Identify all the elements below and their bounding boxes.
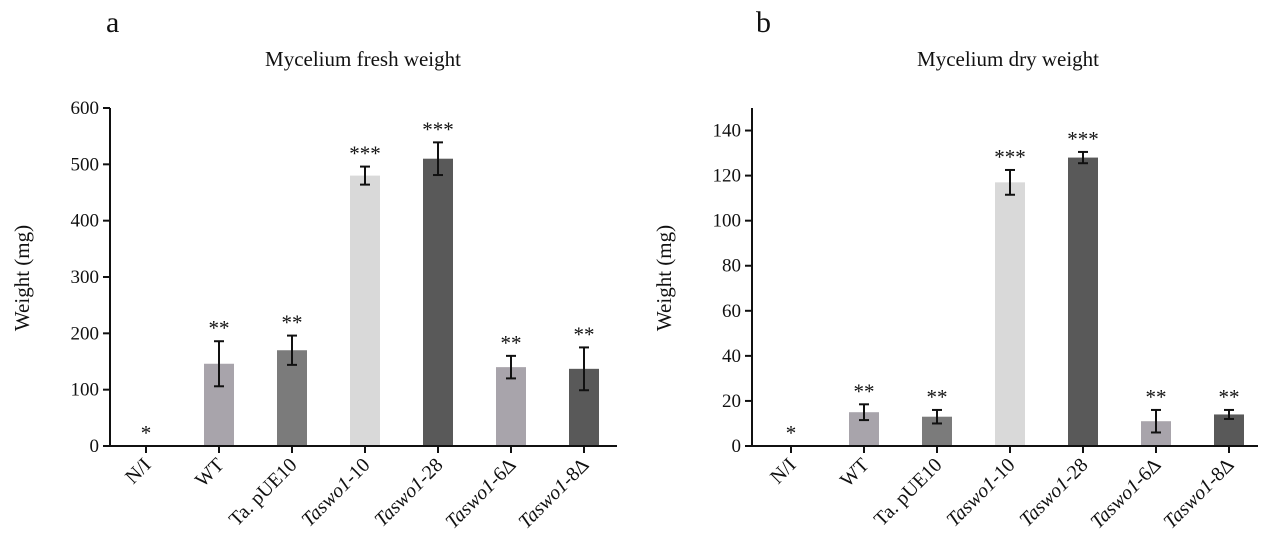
panel-a-title: Mycelium fresh weight (265, 47, 461, 71)
panel-b-y-tick-label: 80 (722, 256, 741, 277)
panel-b-y-axis-label: Weight (mg) (652, 225, 676, 331)
panel-b-category-label: Taswo1-10 (942, 454, 1019, 531)
panel-a-y-tick-label: 400 (71, 211, 100, 232)
panel-a: a Mycelium fresh weight Weight (mg) 0 100… (10, 6, 617, 533)
panel-b-category-label: Taswo1-8Δ (1159, 454, 1238, 533)
panel-a-category-label: Taswo1-10 (297, 454, 374, 531)
panel-b-category-label-part: Taswo1 (942, 473, 1000, 531)
panel-a-y-ticks: 0 100 200 300 400 500 600 (71, 98, 111, 457)
panel-a-category-label-part: Taswo1 (370, 473, 428, 531)
panel-b-y-tick-label: 120 (713, 166, 742, 187)
panel-b-category-label-part: Taswo1 (1015, 473, 1073, 531)
panel-a-significance-mark: ** (501, 331, 522, 355)
panel-a-y-tick-label: 0 (90, 436, 100, 457)
panel-a-category-label-part: N/I (121, 454, 155, 488)
panel-b-category-label-part: N/I (766, 454, 800, 488)
panel-a-y-axis-label: Weight (mg) (10, 225, 34, 331)
panel-a-category-label-part: Ta. pUE10 (225, 454, 302, 531)
panel-b-category-label: Taswo1-6Δ (1086, 454, 1165, 533)
panel-a-y-tick-label: 200 (71, 323, 100, 344)
panel-b-bars (791, 158, 1244, 453)
panel-a-significance-mark: ** (209, 316, 230, 340)
panel-a-significance-mark: *** (422, 117, 454, 141)
panel-a-bar (423, 159, 453, 446)
panel-b-significance-mark: * (786, 421, 797, 445)
panel-b-category-label: Ta. pUE10 (870, 454, 947, 531)
panel-b-category-label: Taswo1-28 (1015, 454, 1092, 531)
panel-b-category-label: N/I (766, 454, 800, 488)
panel-a-error-bars (214, 142, 589, 390)
panel-b-category-label-part: WT (836, 454, 874, 492)
panel-a-significance-mark: *** (349, 142, 381, 166)
panel-a-bars (146, 159, 599, 453)
panel-b-significance-mark: ** (1146, 385, 1167, 409)
panel-b-error-bars (859, 152, 1234, 433)
panel-a-category-label: Taswo1-28 (370, 454, 447, 531)
panel-b-title: Mycelium dry weight (917, 47, 1099, 71)
panel-a-significance-mark: * (141, 421, 152, 445)
panel-a-significance-mark: ** (282, 311, 303, 335)
panel-a-y-tick-label: 300 (71, 267, 100, 288)
panel-a-category-label-part: Taswo1 (441, 475, 499, 533)
panel-a-y-tick-label: 100 (71, 380, 100, 401)
panel-a-significance-mark: ** (574, 322, 595, 346)
panel-b-significance-mark: *** (994, 145, 1026, 169)
panel-b-significance-mark: ** (1219, 385, 1240, 409)
panel-b-y-ticks: 0 20 40 60 80 100 120 140 (713, 121, 753, 457)
panel-b-significance-mark: *** (1067, 127, 1099, 151)
panel-a-category-label: Taswo1-6Δ (441, 454, 520, 533)
panel-a-y-tick-label: 500 (71, 154, 100, 175)
panel-a-category-label-part: WT (191, 454, 229, 492)
panel-a-category-label: N/I (121, 454, 155, 488)
panel-b-significance-mark: ** (927, 385, 948, 409)
panel-a-y-tick-label: 600 (71, 98, 100, 119)
panel-a-category-label: Ta. pUE10 (225, 454, 302, 531)
panel-b-y-tick-label: 0 (732, 436, 742, 457)
panel-b-bar (1068, 158, 1098, 446)
panel-b-category-label-part: Ta. pUE10 (870, 454, 947, 531)
panel-b-y-tick-label: 100 (713, 211, 742, 232)
panel-a-category-label-part: Taswo1 (297, 473, 355, 531)
panel-a-category-label: WT (191, 454, 229, 492)
panel-b-category-label: WT (836, 454, 874, 492)
panel-b-y-tick-label: 20 (722, 391, 741, 412)
panel-b-significance-mark: ** (854, 379, 875, 403)
panel-a-label: a (106, 6, 119, 39)
panel-b: b Mycelium dry weight Weight (mg) 0 20 40 6… (652, 6, 1258, 533)
panel-a-category-label: Taswo1-8Δ (514, 454, 593, 533)
panel-b-label: b (756, 6, 771, 39)
panel-b-y-tick-label: 140 (713, 121, 742, 142)
panel-a-category-label-part: Taswo1 (514, 475, 572, 533)
panel-a-bar (350, 176, 380, 446)
panel-b-bar (995, 182, 1025, 446)
panel-b-category-label-part: Taswo1 (1159, 475, 1217, 533)
panel-b-y-tick-label: 60 (722, 301, 741, 322)
panel-b-y-tick-label: 40 (722, 346, 741, 367)
panel-b-category-label-part: Taswo1 (1086, 475, 1144, 533)
